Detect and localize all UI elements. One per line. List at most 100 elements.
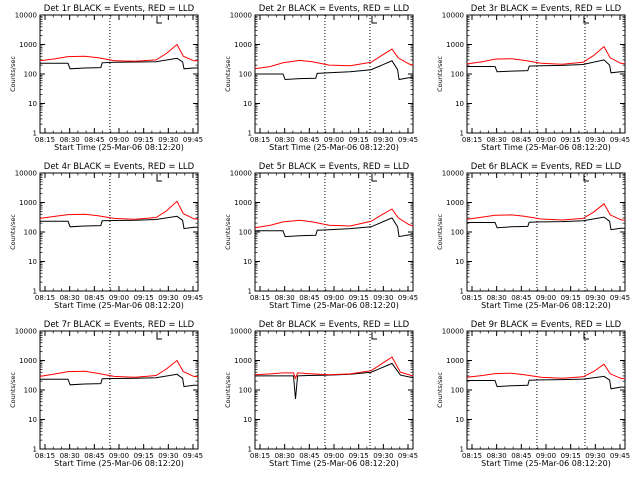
x-axis-label: Start Time (25-Mar-06 08:12:20) [481, 459, 611, 468]
y-tick-label: 10000 [230, 170, 252, 178]
y-tick-label: 100 [24, 387, 37, 395]
x-tick-label: 09:45 [398, 452, 418, 460]
events-line [255, 362, 414, 399]
y-tick-label: 1 [460, 288, 464, 296]
x-tick-label: 08:45 [299, 452, 319, 460]
y-axis-label: Counts/sec [9, 214, 17, 250]
x-tick-label: 08:15 [462, 136, 482, 144]
y-tick-label: 10 [28, 258, 37, 266]
y-tick-label: 1000 [446, 41, 464, 49]
plot-frame [466, 14, 626, 134]
y-tick-label: 10000 [442, 170, 464, 178]
y-tick-label: 100 [451, 229, 464, 237]
x-axis-label: Start Time (25-Mar-06 08:12:20) [481, 143, 611, 152]
x-tick-label: 09:15 [134, 452, 154, 460]
x-tick-label: 09:15 [134, 136, 154, 144]
events-line [467, 59, 625, 74]
x-tick-label: 08:15 [250, 452, 270, 460]
y-tick-label: 1 [460, 130, 464, 138]
x-tick-label: 09:00 [109, 452, 129, 460]
corner-bracket [583, 174, 589, 182]
lld-line [39, 200, 199, 220]
panel-title: Det 1r BLACK = Events, RED = LLD [44, 4, 195, 14]
corner-bracket [371, 332, 377, 340]
panel-det-8r: Det 8r BLACK = Events, RED = LLD11010010… [224, 320, 586, 468]
y-tick-label: 1 [33, 446, 37, 454]
panel-title: Det 6r BLACK = Events, RED = LLD [471, 162, 622, 172]
y-tick-label: 10000 [442, 12, 464, 20]
x-axis-label: Start Time (25-Mar-06 08:12:20) [54, 459, 184, 468]
y-tick-label: 1000 [234, 41, 252, 49]
x-tick-label: 08:15 [35, 294, 55, 302]
y-tick-label: 100 [239, 387, 252, 395]
x-tick-label: 09:00 [536, 294, 556, 302]
panel-det-9r: Det 9r BLACK = Events, RED = LLD 1 10 100 10… [436, 320, 630, 468]
x-tick-label: 09:15 [349, 136, 369, 144]
x-axis-label: Start Time (25-Mar-06 08:12:20) [54, 301, 184, 310]
lld-line [39, 43, 198, 62]
x-tick-label: 08:15 [250, 136, 270, 144]
x-tick-label: 08:45 [299, 136, 319, 144]
plot-frame [39, 14, 199, 134]
panel-det-2r: Det 2r BLACK = Events, RED = LLD11010010… [224, 4, 586, 152]
y-tick-label: 10 [455, 416, 464, 424]
x-tick-label: 08:15 [462, 452, 482, 460]
y-tick-label: 10 [455, 100, 464, 108]
corner-bracket [371, 174, 377, 182]
y-tick-label: 10 [28, 416, 37, 424]
y-tick-label: 10000 [15, 328, 37, 336]
y-tick-label: 1000 [19, 41, 37, 49]
x-tick-label: 08:45 [299, 294, 319, 302]
x-axis-label: Start Time (25-Mar-06 08:12:20) [269, 459, 399, 468]
x-tick-label: 08:30 [275, 136, 295, 144]
plot-frame [39, 172, 199, 292]
y-tick-label: 10000 [15, 12, 37, 20]
corner-bracket [156, 332, 162, 340]
panel-title: Det 9r BLACK = Events, RED = LLD [471, 320, 622, 330]
events-line [467, 375, 625, 390]
x-tick-label: 09:45 [610, 452, 630, 460]
x-tick-label: 09:45 [183, 294, 203, 302]
x-tick-label: 09:30 [373, 136, 393, 144]
plot-frame [466, 330, 626, 450]
plot-frame [39, 330, 199, 450]
x-tick-label: 09:45 [398, 136, 418, 144]
y-tick-label: 1000 [446, 199, 464, 207]
y-tick-label: 1 [248, 288, 252, 296]
x-tick-label: 09:30 [158, 136, 178, 144]
panel-det-4r: Det 4r BLACK = Events, RED = LLD11010010… [9, 162, 371, 310]
x-tick-label: 09:00 [324, 294, 344, 302]
y-tick-label: 100 [24, 71, 37, 79]
corner-bracket [583, 16, 589, 24]
x-tick-label: 08:30 [275, 452, 295, 460]
y-axis-label: Counts/sec [436, 56, 444, 92]
lld-line [466, 363, 626, 380]
y-tick-label: 10 [455, 258, 464, 266]
x-tick-label: 09:30 [585, 294, 605, 302]
y-tick-label: 1 [33, 288, 37, 296]
x-axis-label: Start Time (25-Mar-06 08:12:20) [481, 301, 611, 310]
y-tick-label: 100 [239, 229, 252, 237]
y-tick-label: 10 [243, 258, 252, 266]
events-line [40, 215, 198, 230]
x-tick-label: 08:30 [487, 452, 507, 460]
x-tick-label: 08:15 [462, 294, 482, 302]
x-tick-label: 09:45 [183, 136, 203, 144]
lld-line [466, 203, 626, 221]
x-tick-label: 08:30 [487, 136, 507, 144]
lld-line [254, 208, 414, 229]
y-axis-label: Counts/sec [224, 56, 232, 92]
lld-line [39, 359, 199, 378]
events-line [40, 373, 198, 388]
panel-title: Det 5r BLACK = Events, RED = LLD [259, 162, 410, 172]
panel-det-3r: Det 3r BLACK = Events, RED = LLD 1 10 100 10… [436, 4, 630, 152]
plot-frame [466, 172, 626, 292]
lld-line [466, 45, 626, 65]
y-tick-label: 1 [460, 446, 464, 454]
x-tick-label: 08:15 [35, 136, 55, 144]
panel-title: Det 7r BLACK = Events, RED = LLD [44, 320, 195, 330]
y-tick-label: 1000 [19, 357, 37, 365]
x-tick-label: 09:30 [373, 452, 393, 460]
x-tick-label: 08:45 [84, 294, 104, 302]
